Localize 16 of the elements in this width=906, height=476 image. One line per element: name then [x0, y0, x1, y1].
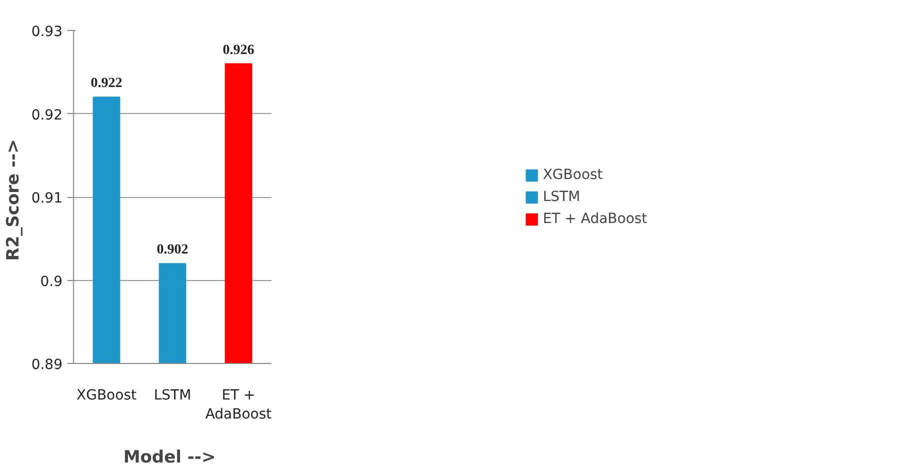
data-label: 0.922	[90, 76, 122, 92]
y-tick-label: 0.9	[40, 274, 62, 290]
y-tick-label: 0.92	[31, 107, 62, 124]
legend-label: LSTM	[542, 188, 580, 204]
y-tick-label: 0.93	[31, 24, 62, 40]
data-label: 0.902	[156, 242, 188, 258]
x-tick-label: LSTM	[154, 388, 192, 404]
x-tick-label: ET + AdaBoost	[205, 388, 272, 423]
x-tick-label: XGBoost	[76, 388, 137, 404]
data-label: 0.926	[222, 42, 254, 58]
y-tick-label: 0.91	[31, 190, 62, 206]
x-axis-title: Model -->	[123, 448, 216, 468]
legend-label: ET + AdaBoost	[542, 210, 648, 226]
y-tick-label: 0.89	[31, 357, 62, 373]
legend-label: XGBoost	[542, 166, 603, 182]
y-axis-title: R2_Score -->	[3, 139, 24, 261]
